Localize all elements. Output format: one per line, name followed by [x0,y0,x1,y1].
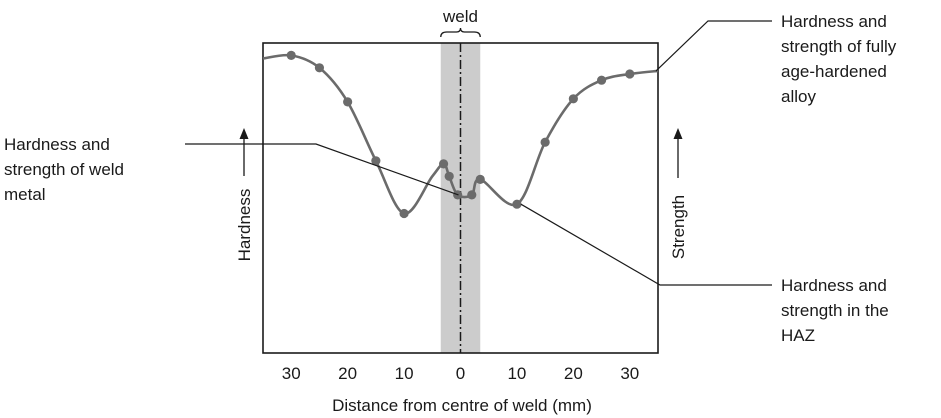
annotation-line: alloy [781,87,816,106]
annotation-age-hardened: Hardness and strength of fully age-harde… [781,12,897,106]
hardness-arrow-head [239,128,249,139]
x-tick-label: 30 [620,364,639,383]
leader-line-haz [520,203,772,286]
x-tick-label: 10 [507,364,526,383]
annotation-haz: Hardness and strength in the HAZ [781,276,889,345]
data-point [568,94,578,104]
x-tick-label: 20 [564,364,583,383]
data-point [343,97,353,107]
data-point [444,171,454,181]
annotation-line: age-hardened [781,62,887,81]
strength-label: Strength [669,195,688,259]
annotation-line: strength in the [781,301,889,320]
weld-label: weld [442,7,478,26]
annotation-line: HAZ [781,326,815,345]
data-markers [286,50,635,219]
plot-frame [262,42,659,354]
annotation-line: Hardness and [781,12,887,31]
annotation-weld-metal: Hardness and strength of weld metal [4,135,124,204]
data-point [625,69,635,79]
data-point [475,174,485,184]
data-point [467,190,477,200]
data-point [512,199,522,209]
data-point [540,137,550,147]
x-tick-labels: 30 20 10 0 10 20 30 [282,364,639,383]
annotation-line: Hardness and [781,276,887,295]
leader-line-weld-metal [185,143,459,196]
y-axis-label-hardness: Hardness [235,128,254,261]
data-point [596,75,607,85]
data-point [286,50,296,61]
x-tick-label: 30 [282,364,301,383]
x-tick-label: 20 [338,364,357,383]
hardness-label: Hardness [235,189,254,262]
leader-line-age-hardened [655,20,772,72]
x-tick-label: 0 [456,364,465,383]
weld-brace [440,27,481,38]
data-point [399,208,409,219]
annotation-line: metal [4,185,46,204]
x-tick-label: 10 [395,364,414,383]
y-axis-label-strength: Strength [669,128,688,259]
annotation-line: strength of weld [4,160,124,179]
annotation-line: strength of fully [781,37,897,56]
data-point [314,63,325,73]
annotation-line: Hardness and [4,135,110,154]
strength-arrow-head [673,128,683,139]
data-point [438,159,449,169]
data-point [371,156,381,166]
x-axis-label: Distance from centre of weld (mm) [332,396,592,415]
